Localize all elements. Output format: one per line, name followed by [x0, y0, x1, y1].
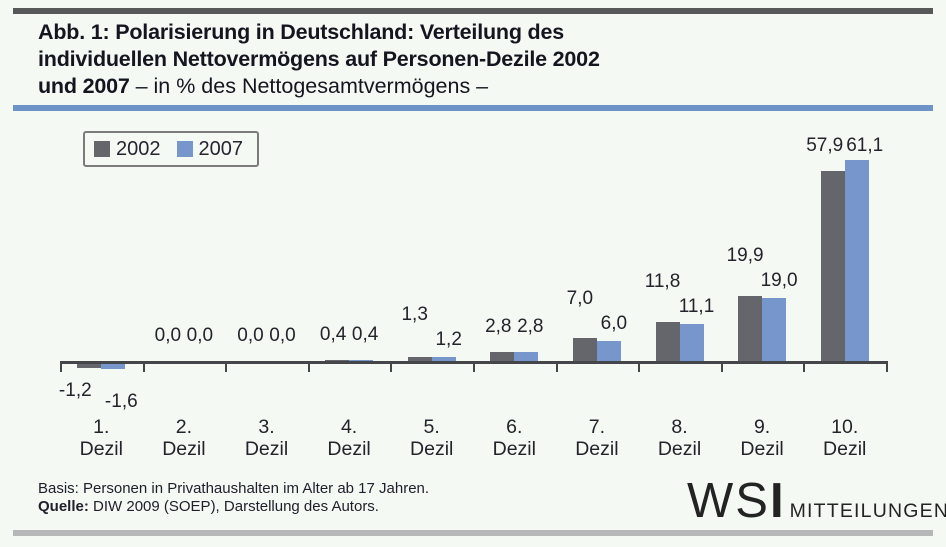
legend-item-2007: 2007 — [176, 137, 244, 161]
value-label-2002: 0,0 — [237, 325, 264, 346]
legend-label: 2007 — [198, 137, 244, 160]
top-accent-bar — [13, 8, 933, 14]
title-line-2: individuellen Nettovermögens auf Persone… — [38, 47, 600, 71]
axis-tick — [886, 361, 888, 372]
note-line: Basis: Personen in Privathaushalten im A… — [38, 480, 429, 498]
value-label-2007: 1,2 — [435, 329, 462, 351]
bar-2002-decile-1 — [77, 364, 102, 368]
value-label-2002: 11,8 — [644, 271, 681, 293]
value-label-2007: 0,0 — [186, 325, 214, 346]
bar-2002-decile-7 — [572, 337, 597, 361]
value-label-2002: 19,9 — [726, 245, 764, 267]
axis-tick — [555, 361, 558, 372]
x-tick-label-decile-9: 9. Dezil — [740, 416, 784, 460]
note-label: Quelle: — [38, 497, 89, 515]
value-label-2007: 0,0 — [269, 325, 296, 346]
x-tick-label-decile-5: 5. Dezil — [410, 416, 454, 460]
x-tick-label-decile-7: 7. Dezil — [575, 416, 619, 460]
bar-2002-decile-5 — [407, 356, 432, 361]
bar-2007-decile-10 — [844, 159, 869, 361]
wsi-mitteilungen-text: MITTEILUNGEN — [789, 500, 946, 522]
bar-2002-decile-8 — [655, 322, 680, 361]
value-label-2007: 19,0 — [760, 270, 798, 292]
figure-title: Abb. 1: Polarisierung in Deutschland: Ve… — [38, 19, 918, 100]
wsi-logo: WSI MITTEILUNGEN — [687, 477, 946, 526]
legend-swatch-2002 — [94, 141, 110, 157]
bar-2007-decile-4 — [349, 359, 374, 361]
axis-tick — [473, 361, 475, 372]
axis-tick — [720, 361, 723, 372]
bar-2002-decile-4 — [325, 359, 350, 361]
x-tick-label-decile-6: 6. Dezil — [492, 416, 536, 460]
title-line-1: Abb. 1: Polarisierung in Deutschland: Ve… — [38, 20, 564, 44]
chart-legend: 2002 2007 — [83, 131, 259, 167]
source-notes: Basis: Personen in Privathaushalten im A… — [38, 480, 429, 515]
x-tick-label-decile-3: 3. Dezil — [244, 416, 289, 460]
x-tick-label-decile-4: 4. Dezil — [327, 416, 371, 460]
legend-label: 2002 — [116, 137, 161, 160]
bar-2002-decile-6 — [490, 351, 515, 361]
value-label-2002: 0,0 — [154, 325, 182, 346]
axis-tick — [225, 361, 228, 372]
bar-2002-decile-9 — [738, 295, 763, 361]
note-label: Basis: — [38, 480, 79, 497]
value-label-2002: 7,0 — [566, 288, 594, 310]
note-text: Personen in Privathaushalten im Alter ab… — [78, 480, 430, 497]
legend-item-2002: 2002 — [94, 138, 161, 161]
value-label-2002: 57,9 — [806, 134, 844, 156]
wsi-wordmark: WSI — [687, 474, 786, 528]
value-label-2002: 2,8 — [485, 315, 512, 337]
value-label-2002: 0,4 — [319, 323, 347, 345]
title-line-3: und 2007 – in % des Nettogesamtvermögens… — [38, 74, 489, 98]
value-label-2007: 0,4 — [351, 323, 379, 345]
x-tick-label-decile-2: 2. Dezil — [162, 416, 206, 460]
bar-2007-decile-6 — [514, 351, 539, 361]
axis-tick — [307, 361, 310, 372]
axis-tick — [60, 361, 62, 372]
legend-swatch-2007 — [176, 141, 193, 157]
value-label-2007: 2,8 — [517, 315, 544, 337]
bar-2007-decile-8 — [679, 324, 704, 361]
value-label-2002: 1,3 — [401, 304, 428, 326]
bar-2002-decile-10 — [820, 170, 845, 361]
x-tick-label-decile-1: 1. Dezil — [79, 416, 123, 460]
bar-2007-decile-9 — [762, 298, 787, 361]
value-label-2007: -1,6 — [104, 391, 138, 413]
value-label-2007: 11,1 — [678, 296, 715, 318]
axis-tick — [803, 361, 806, 372]
value-label-2002: -1,2 — [58, 379, 92, 401]
note-text: DIW 2009 (SOEP), Darstellung des Autors. — [88, 497, 379, 515]
x-tick-label-decile-8: 8. Dezil — [657, 416, 702, 460]
value-label-2007: 61,1 — [846, 134, 884, 156]
bar-2007-decile-1 — [101, 364, 126, 370]
bar-2007-decile-7 — [596, 341, 621, 361]
x-tick-label-decile-10: 10. Dezil — [823, 416, 867, 460]
bar-2007-decile-5 — [431, 357, 456, 361]
axis-tick — [390, 361, 393, 372]
axis-tick — [638, 361, 641, 372]
note-line: Quelle: DIW 2009 (SOEP), Darstellung des… — [38, 498, 429, 516]
axis-tick — [142, 361, 145, 372]
bottom-accent-bar — [13, 530, 933, 536]
blue-divider-bar — [13, 105, 933, 111]
value-label-2007: 6,0 — [600, 313, 628, 335]
